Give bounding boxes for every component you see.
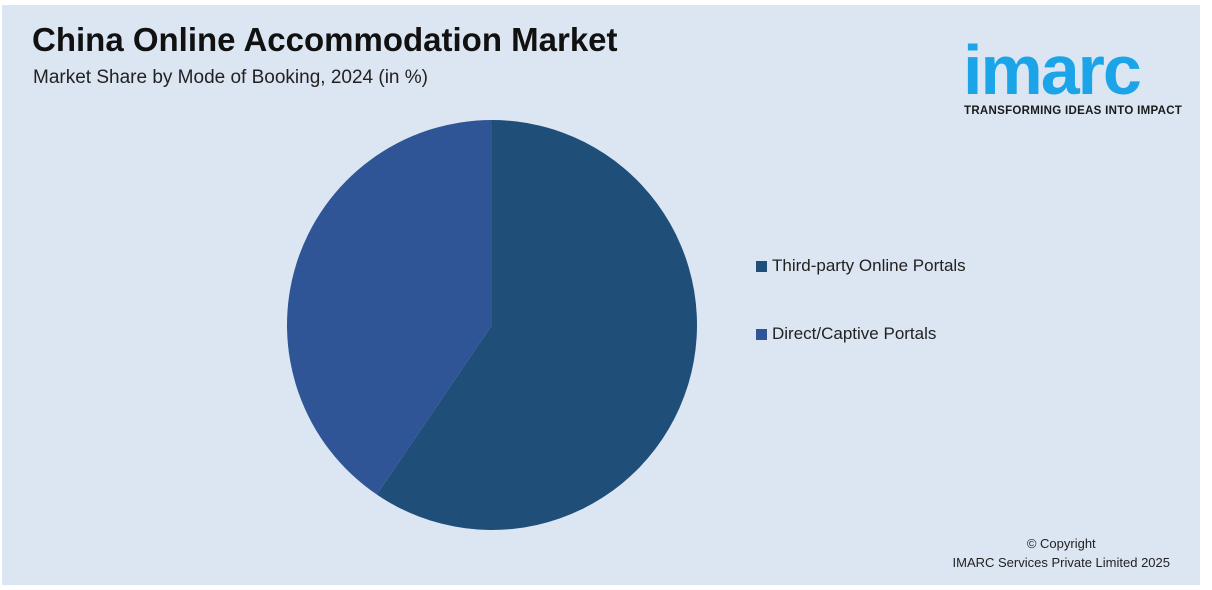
copyright-company: IMARC Services Private Limited 2025: [952, 555, 1170, 570]
chart-legend: Third-party Online Portals Direct/Captiv…: [756, 255, 966, 391]
chart-panel: China Online Accommodation Market Market…: [2, 5, 1200, 585]
chart-title: China Online Accommodation Market: [32, 21, 618, 58]
legend-swatch: [756, 328, 767, 340]
legend-label: Direct/Captive Portals: [772, 324, 937, 343]
pie-slice-direct-captive-portals: [286, 120, 492, 495]
logo-tagline: TRANSFORMING IDEAS INTO IMPACT: [964, 105, 1183, 117]
pie-chart: [286, 120, 697, 530]
imarc-logo: imarc TRANSFORMING IDEAS INTO IMPACT: [957, 17, 1197, 127]
logo-wordmark: imarc: [963, 31, 1142, 109]
legend-item-direct-captive: Direct/Captive Portals: [756, 323, 966, 345]
legend-label: Third-party Online Portals: [772, 256, 966, 275]
pie-slice-third-party-online-portals: [376, 120, 697, 530]
copyright-notice: © Copyright IMARC Services Private Limit…: [953, 534, 1170, 572]
chart-subtitle: Market Share by Mode of Booking, 2024 (i…: [33, 67, 428, 88]
copyright-line: © Copyright: [1026, 536, 1096, 551]
legend-swatch: [756, 260, 767, 272]
legend-item-third-party: Third-party Online Portals: [756, 255, 966, 277]
